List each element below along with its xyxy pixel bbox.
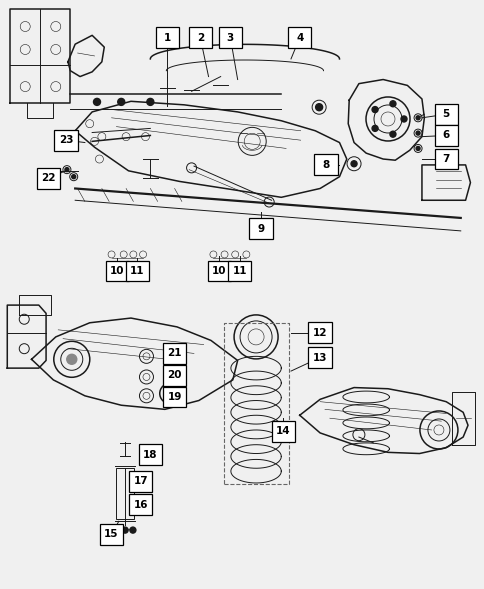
Circle shape	[415, 116, 419, 120]
Circle shape	[65, 168, 69, 171]
Circle shape	[130, 527, 136, 533]
FancyBboxPatch shape	[106, 260, 129, 282]
FancyBboxPatch shape	[163, 386, 186, 408]
Text: 2: 2	[197, 33, 203, 42]
FancyBboxPatch shape	[125, 260, 149, 282]
FancyBboxPatch shape	[227, 260, 251, 282]
Circle shape	[371, 107, 377, 112]
Text: 19: 19	[167, 392, 182, 402]
Circle shape	[389, 101, 395, 107]
FancyBboxPatch shape	[308, 322, 331, 343]
FancyBboxPatch shape	[129, 494, 152, 515]
FancyBboxPatch shape	[163, 365, 186, 386]
FancyBboxPatch shape	[163, 343, 186, 364]
FancyBboxPatch shape	[129, 471, 152, 492]
FancyBboxPatch shape	[249, 218, 272, 239]
Text: 9: 9	[257, 224, 264, 233]
Text: 11: 11	[130, 266, 144, 276]
Circle shape	[415, 147, 419, 150]
Circle shape	[315, 104, 322, 111]
Circle shape	[147, 98, 153, 105]
Circle shape	[67, 355, 76, 364]
Text: 1: 1	[164, 33, 170, 42]
FancyBboxPatch shape	[434, 125, 457, 146]
FancyBboxPatch shape	[314, 154, 337, 176]
FancyBboxPatch shape	[218, 27, 242, 48]
Circle shape	[72, 175, 76, 178]
Text: 22: 22	[41, 174, 56, 183]
FancyBboxPatch shape	[434, 148, 457, 170]
Text: 12: 12	[312, 328, 327, 337]
Text: 3: 3	[227, 33, 233, 42]
FancyBboxPatch shape	[287, 27, 311, 48]
Circle shape	[371, 125, 377, 131]
Circle shape	[93, 98, 100, 105]
Text: 8: 8	[322, 160, 329, 170]
Circle shape	[389, 131, 395, 137]
FancyBboxPatch shape	[434, 104, 457, 125]
Circle shape	[122, 527, 128, 533]
Text: 11: 11	[232, 266, 246, 276]
FancyBboxPatch shape	[155, 27, 179, 48]
Text: 6: 6	[442, 131, 449, 140]
Circle shape	[415, 131, 419, 135]
Text: 14: 14	[275, 426, 290, 436]
Text: 20: 20	[167, 370, 182, 380]
Text: 17: 17	[133, 477, 148, 486]
Text: 10: 10	[110, 266, 124, 276]
Text: 18: 18	[143, 450, 157, 459]
Text: 13: 13	[312, 353, 327, 362]
Circle shape	[400, 116, 406, 122]
FancyBboxPatch shape	[138, 444, 162, 465]
Text: 10: 10	[212, 266, 226, 276]
Text: 5: 5	[442, 110, 449, 119]
Circle shape	[114, 527, 120, 533]
FancyBboxPatch shape	[308, 347, 331, 368]
FancyBboxPatch shape	[100, 524, 123, 545]
Text: 16: 16	[133, 500, 148, 509]
FancyBboxPatch shape	[271, 421, 294, 442]
Text: 15: 15	[104, 530, 119, 539]
Text: 4: 4	[295, 33, 303, 42]
Circle shape	[350, 161, 356, 167]
FancyBboxPatch shape	[207, 260, 230, 282]
Circle shape	[118, 98, 124, 105]
FancyBboxPatch shape	[37, 168, 60, 189]
Text: 21: 21	[167, 349, 182, 358]
FancyBboxPatch shape	[188, 27, 212, 48]
Text: 23: 23	[59, 135, 73, 145]
Text: 7: 7	[441, 154, 449, 164]
FancyBboxPatch shape	[54, 130, 77, 151]
